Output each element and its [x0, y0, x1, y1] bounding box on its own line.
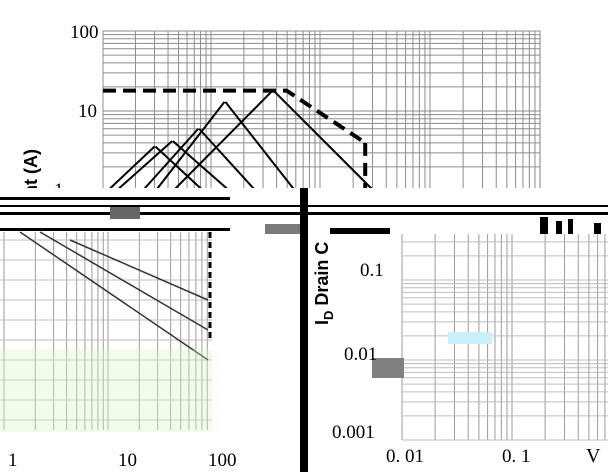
br-teal-marker [448, 332, 492, 344]
top-diagonal-1 [272, 89, 375, 192]
br-grid [401, 234, 608, 441]
top-diagonal-left-5 [106, 145, 156, 192]
bottom-left-chart: 1 10 100 [0, 231, 237, 471]
br-x-tick-0-1: 0. 1 [502, 446, 531, 467]
top-series [103, 88, 375, 192]
top-grid [102, 30, 540, 192]
br-x-tick-0-01: 0. 01 [386, 446, 424, 467]
bl-diagonals [0, 231, 212, 432]
top-diagonal-2 [224, 101, 297, 192]
bl-diagonal-1 [19, 231, 209, 361]
br-y-tick-0-1: 0.1 [360, 260, 384, 281]
br-y-tick-0-01: 0.01 [344, 344, 377, 365]
br-y-label-sub: D [321, 311, 336, 320]
svg-text:ID Drain C: ID Drain C [312, 242, 336, 325]
top-chart: 100 10 1 nt (A) [21, 22, 541, 201]
br-plot-area [402, 234, 608, 440]
bl-x-tick-10: 10 [118, 450, 137, 471]
bl-green-band [0, 350, 212, 432]
br-gray-marker [372, 358, 404, 378]
bl-diagonal-3 [69, 239, 209, 301]
top-y-tick-10: 10 [78, 101, 97, 122]
overlap-noise-band [0, 188, 608, 472]
bl-x-tick-1: 1 [8, 450, 18, 471]
bl-diagonal-2 [39, 231, 209, 331]
br-y-label-rest: Drain C [312, 242, 332, 311]
top-diagonal-left-2 [154, 101, 226, 192]
top-y-tick-100: 100 [70, 22, 99, 43]
top-diagonal-5 [154, 145, 205, 192]
top-y-axis-label: nt (A) [21, 149, 41, 196]
bottom-right-chart: 0.1 0.01 0.001 0. 01 0. 1 V ID Drain C [312, 234, 608, 467]
br-y-label-main: I [312, 320, 332, 325]
top-y-ticks: 100 10 1 [54, 22, 99, 201]
br-y-tick-0-001: 0.001 [332, 422, 375, 443]
bl-x-tick-100: 100 [208, 450, 237, 471]
br-y-axis-label: ID Drain C [312, 242, 336, 325]
top-diagonal-left-4 [115, 140, 173, 192]
top-diagonal-3 [198, 128, 257, 192]
br-x-axis-label: V [586, 445, 601, 467]
top-diagonal-left-1 [172, 89, 274, 192]
top-diagonal-4 [172, 140, 231, 192]
